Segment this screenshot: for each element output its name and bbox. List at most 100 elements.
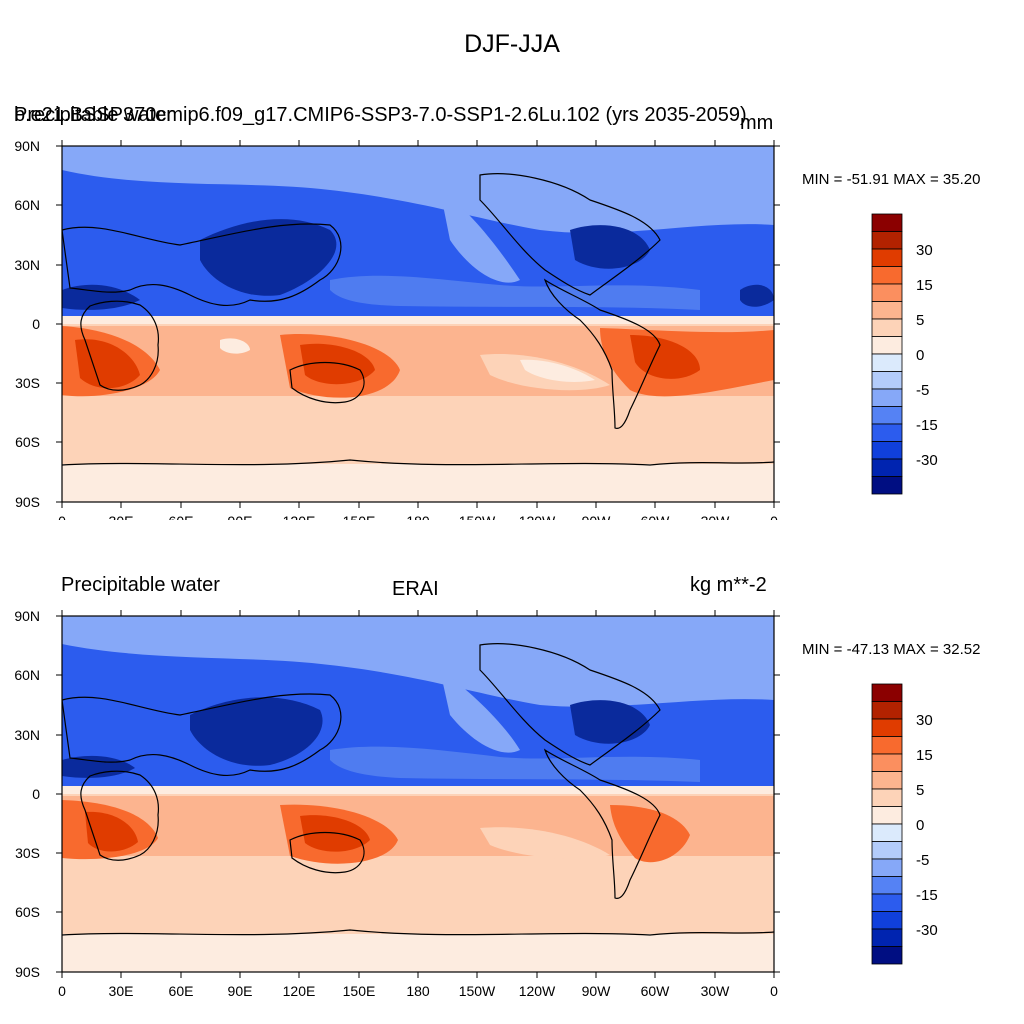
lon-tick-label: 180 (406, 983, 430, 999)
colorbar-swatch (871, 283, 903, 302)
contour-region (630, 335, 700, 379)
colorbar-swatch (871, 371, 903, 390)
lon-tick-label: 60E (169, 983, 194, 999)
colorbar-swatch (871, 388, 903, 407)
contour-region (570, 225, 650, 269)
colorbar-swatch (871, 753, 903, 772)
colorbar-swatch (871, 353, 903, 372)
colorbar-label: -30 (916, 452, 938, 469)
lat-tick-label: 30S (15, 375, 40, 391)
lon-tick-label: 120E (283, 513, 316, 520)
lon-tick-label: 30E (109, 513, 134, 520)
lon-tick-label: 150E (343, 983, 376, 999)
contour-region (62, 934, 774, 972)
colorbar-label: 15 (916, 747, 933, 764)
panel-2-contour-field (62, 616, 774, 972)
colorbar-label: -5 (916, 382, 929, 399)
panel-1-lat-labels: 90N 60N 30N 0 30S 60S 90S (14, 138, 40, 510)
colorbar-swatch (871, 318, 903, 337)
contour-region (62, 170, 774, 233)
panel-2-left-title: Precipitable water (61, 574, 220, 596)
colorbar-swatch (871, 701, 903, 720)
colorbar-label: 0 (916, 817, 924, 834)
colorbar-swatch (871, 458, 903, 477)
lon-tick-label: 0 (770, 513, 778, 520)
colorbar-swatch (871, 823, 903, 842)
lat-tick-label: 60S (15, 434, 40, 450)
lon-tick-label: 60W (641, 983, 671, 999)
lat-tick-label: 90N (14, 138, 40, 154)
lat-tick-label: 30S (15, 845, 40, 861)
panel-2-min-max-stats: MIN = -47.13 MAX = 32.52 (802, 641, 981, 658)
panel-2-coastlines (62, 643, 774, 936)
colorbar-label: -5 (916, 852, 929, 869)
lon-tick-label: 90W (582, 513, 612, 520)
panel-1-colorbar-labels: 30 15 5 0 -5 -15 -30 (916, 242, 938, 469)
lat-tick-label: 90S (15, 964, 40, 980)
lon-tick-label: 120W (519, 513, 556, 520)
lat-tick-label: 90N (14, 608, 40, 624)
contour-region (650, 627, 740, 667)
colorbar-swatch (871, 248, 903, 267)
lon-tick-label: 150W (459, 513, 496, 520)
lon-tick-label: 0 (770, 983, 778, 999)
panel-1-ticks (56, 140, 780, 508)
contour-region (440, 190, 520, 283)
colorbar-swatch (871, 893, 903, 912)
colorbar-swatch (871, 876, 903, 895)
colorbar-swatch (871, 336, 903, 355)
contour-region (480, 827, 610, 859)
colorbar-label: -30 (916, 922, 938, 939)
lon-tick-label: 0 (58, 513, 66, 520)
panel-2-colorbar-labels: 30 15 5 0 -5 -15 -30 (916, 712, 938, 939)
panel-1-coastlines (62, 173, 774, 466)
panel-2-center-title: ERAI (392, 578, 439, 600)
lon-tick-label: 90E (228, 983, 253, 999)
colorbar-label: 5 (916, 782, 924, 799)
colorbar-swatch (871, 806, 903, 825)
contour-region (62, 644, 774, 707)
colorbar-swatch (871, 406, 903, 425)
contour-region (650, 156, 740, 195)
colorbar-swatch (871, 718, 903, 737)
contour-region (62, 755, 135, 778)
colorbar-label: 30 (916, 242, 933, 259)
lat-tick-label: 90S (15, 494, 40, 510)
panel-1-right-title: mm (740, 112, 774, 134)
contour-region (200, 219, 337, 296)
panel-1-lon-labels: 0 30E 60E 90E 120E 150E 180 150W 120W 90… (58, 513, 778, 520)
lat-tick-label: 0 (32, 786, 40, 802)
lon-tick-label: 30W (701, 983, 731, 999)
colorbar-swatch (871, 841, 903, 860)
colorbar-label: 5 (916, 312, 924, 329)
lat-tick-label: 60N (14, 667, 40, 683)
contour-region (610, 805, 690, 863)
contour-region (85, 811, 138, 852)
colorbar-label: 15 (916, 277, 933, 294)
lon-tick-label: 120E (283, 983, 316, 999)
colorbar-swatch (871, 231, 903, 250)
contour-region (330, 275, 700, 310)
colorbar-label: -15 (916, 417, 938, 434)
colorbar-swatch (871, 788, 903, 807)
lon-tick-label: 150W (459, 983, 496, 999)
lat-tick-label: 60S (15, 904, 40, 920)
lon-tick-label: 90E (228, 513, 253, 520)
colorbar-label: 0 (916, 347, 924, 364)
lon-tick-label: 120W (519, 983, 556, 999)
colorbar-swatch (871, 423, 903, 442)
lon-tick-label: 30E (109, 983, 134, 999)
panel-2-right-title: kg m**-2 (690, 574, 767, 596)
lon-tick-label: 60E (169, 513, 194, 520)
panel-1-colorbar: 30 15 5 0 -5 -15 -30 (871, 213, 938, 495)
panel-1-min-max-stats: MIN = -51.91 MAX = 35.20 (802, 171, 981, 188)
panel-1-left-title: Precipitable water (14, 104, 173, 126)
panel-1-contour-field (62, 146, 774, 502)
colorbar-swatch (871, 928, 903, 947)
panel-1-center-title: b.e21.BSSP370cmip6.f09_g17.CMIP6-SSP3-7.… (14, 104, 747, 126)
lon-tick-label: 60W (641, 513, 671, 520)
figure-title: DJF-JJA (464, 30, 560, 58)
colorbar-swatch (871, 858, 903, 877)
panel-2-lat-labels: 90N 60N 30N 0 30S 60S 90S (14, 608, 40, 980)
colorbar-swatch (871, 683, 903, 702)
